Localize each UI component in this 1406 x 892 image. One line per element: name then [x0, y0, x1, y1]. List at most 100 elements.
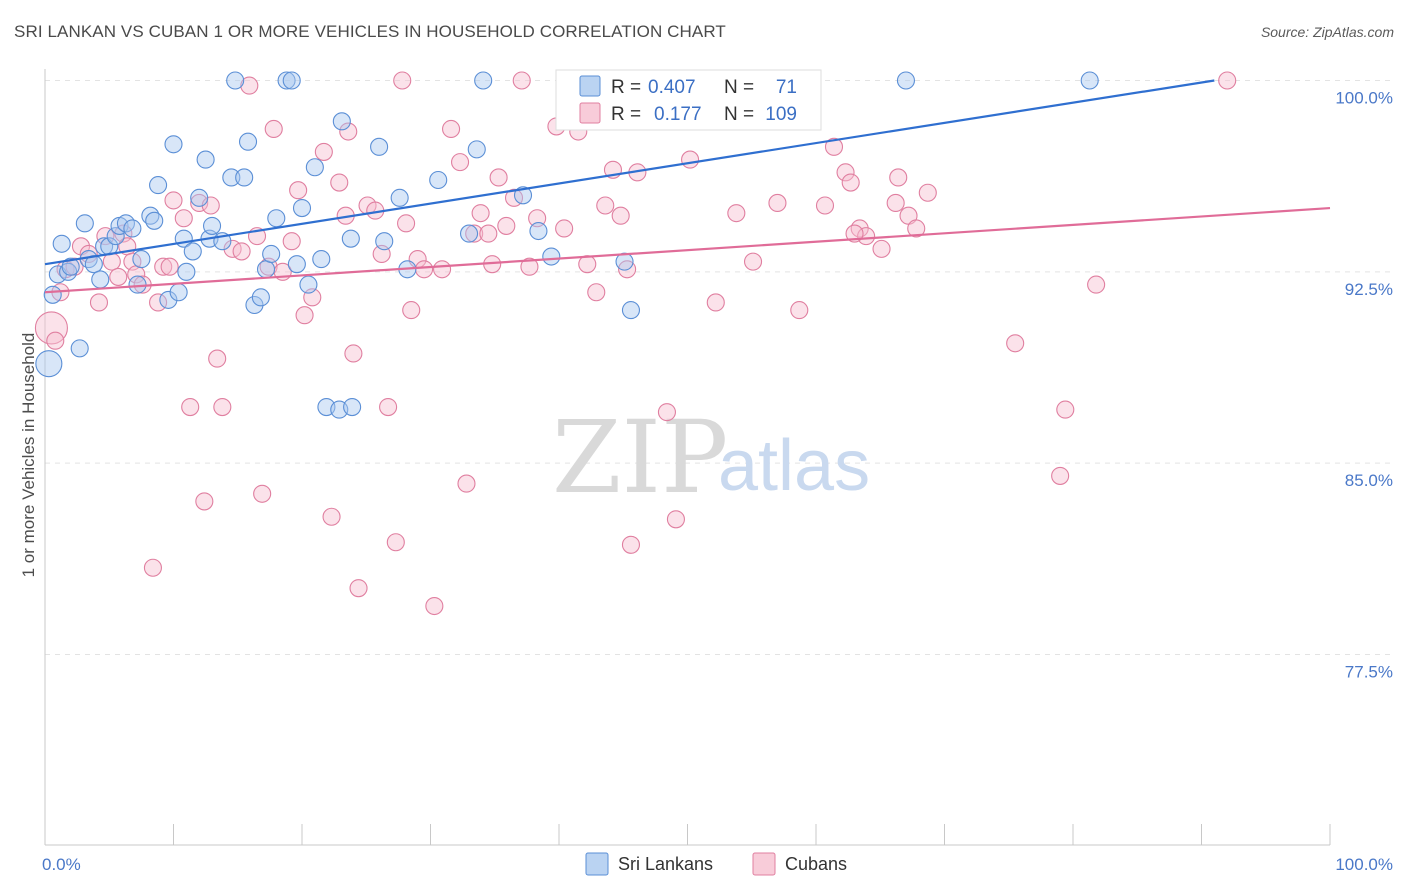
- pink-point-70: [512, 71, 531, 90]
- watermark-atlas: atlas: [718, 426, 870, 506]
- x-tick-label-1: 100.0%: [1335, 855, 1393, 874]
- blue-point-53: [341, 229, 360, 248]
- blue-point-40: [262, 244, 281, 264]
- blue-point-61: [474, 71, 493, 90]
- pink-point-19: [160, 257, 179, 276]
- legend-r-value-2: 0.177: [654, 104, 702, 125]
- trend-lines: [44, 79, 1331, 294]
- source-credit: Source: ZipAtlas.com: [1260, 24, 1394, 40]
- legend-n-value-1: 71: [776, 77, 797, 98]
- pink-point-42: [330, 173, 349, 192]
- pink-point-34: [264, 119, 283, 139]
- pink-point-87: [727, 204, 746, 223]
- pink-point-83: [657, 403, 676, 422]
- blue-point-52: [343, 397, 362, 417]
- y-tick-label-0: 77.5%: [1345, 663, 1393, 682]
- blue-point-22: [159, 290, 178, 309]
- blue-point-1: [43, 285, 62, 304]
- pink-point-103: [1006, 334, 1025, 353]
- blue-point-7: [75, 214, 94, 233]
- y-axis-label: 1 or more Vehicles in Household: [19, 333, 38, 578]
- y-tick-label-1: 85.0%: [1345, 471, 1393, 490]
- pink-point-79: [611, 206, 630, 225]
- stats-legend: R = 0.407 N = 71 R = 0.177 N = 109: [555, 69, 822, 131]
- pink-point-32: [253, 484, 272, 503]
- blue-point-35: [235, 168, 254, 187]
- pink-point-24: [195, 492, 214, 511]
- blue-point-16: [123, 219, 142, 238]
- pink-point-50: [379, 397, 398, 417]
- pink-point-51: [386, 533, 405, 552]
- pink-point-17: [149, 293, 168, 312]
- watermark-zip: ZIP: [552, 399, 728, 516]
- pink-point-63: [471, 204, 490, 223]
- pink-point-7: [89, 293, 109, 312]
- pink-point-81: [621, 535, 641, 554]
- pink-point-38: [295, 306, 314, 325]
- pink-point-92: [824, 137, 844, 156]
- bottom-legend-swatch-cubans: [752, 852, 776, 876]
- blue-point-47: [305, 158, 324, 177]
- blue-point-48: [312, 250, 331, 269]
- axes: [44, 69, 1331, 846]
- legend-swatch-cubans: [579, 102, 601, 124]
- gridlines: [45, 80, 1392, 655]
- pink-point-37: [289, 181, 308, 200]
- legend-r-label-1: R =: [611, 77, 641, 98]
- pink-point-1: [46, 331, 65, 350]
- pink-point-22: [181, 397, 200, 417]
- pink-point-40: [314, 142, 333, 161]
- blue-point-29: [196, 150, 215, 169]
- blue-point-24: [169, 283, 188, 302]
- pink-point-75: [578, 255, 597, 274]
- blue-point-23: [164, 135, 183, 154]
- bottom-legend-sri-lankans: Sri Lankans: [618, 854, 713, 874]
- pink-point-98: [886, 193, 905, 213]
- pink-point-58: [433, 260, 452, 279]
- x-tick-label-0: 0.0%: [42, 855, 81, 874]
- pink-point-104: [1056, 400, 1075, 419]
- legend-r-label-2: R =: [611, 104, 641, 125]
- blue-point-6: [70, 339, 89, 358]
- blue-point-21: [149, 176, 168, 195]
- blue-point-70: [1080, 71, 1099, 90]
- pink-point-88: [743, 252, 763, 271]
- pink-point-85: [681, 150, 700, 169]
- pink-point-20: [164, 191, 183, 210]
- pink-point-46: [349, 579, 368, 598]
- blue-point-63: [529, 221, 548, 241]
- blue-point-13: [106, 227, 125, 246]
- pink-point-66: [489, 168, 508, 187]
- blue-point-27: [183, 242, 202, 261]
- pink-point-102: [918, 183, 937, 202]
- pink-point-97: [872, 239, 891, 258]
- blue-point-3: [52, 234, 71, 253]
- blue-point-60: [467, 140, 486, 159]
- blue-point-10: [91, 270, 110, 289]
- blue-point-17: [128, 275, 147, 294]
- legend-n-value-2: 109: [765, 104, 797, 125]
- blue-point-64: [542, 247, 561, 266]
- pink-point-23: [190, 193, 209, 213]
- blue-point-43: [282, 71, 301, 90]
- y-tick-label-2: 92.5%: [1345, 280, 1393, 299]
- blue-point-55: [375, 232, 394, 251]
- pink-point-27: [213, 397, 232, 417]
- blue-point-54: [370, 137, 389, 156]
- pink-point-41: [322, 507, 341, 526]
- pink-point-93: [836, 163, 855, 182]
- blue-point-36: [238, 132, 258, 151]
- pink-point-16: [143, 558, 162, 577]
- pink-point-108: [845, 224, 864, 243]
- bottom-legend-cubans: Cubans: [785, 854, 847, 874]
- blue-point-34: [226, 71, 245, 90]
- pink-point-53: [397, 214, 416, 233]
- legend-swatch-sri-lankans: [579, 75, 601, 97]
- pink-point-95: [850, 219, 869, 238]
- blue-point-28: [190, 188, 209, 207]
- blue-point-51: [332, 112, 351, 131]
- bottom-legend-swatch-sri-lankans: [585, 852, 609, 876]
- pink-point-69: [520, 257, 539, 276]
- pink-point-77: [596, 196, 615, 215]
- blue-point-18: [132, 250, 151, 269]
